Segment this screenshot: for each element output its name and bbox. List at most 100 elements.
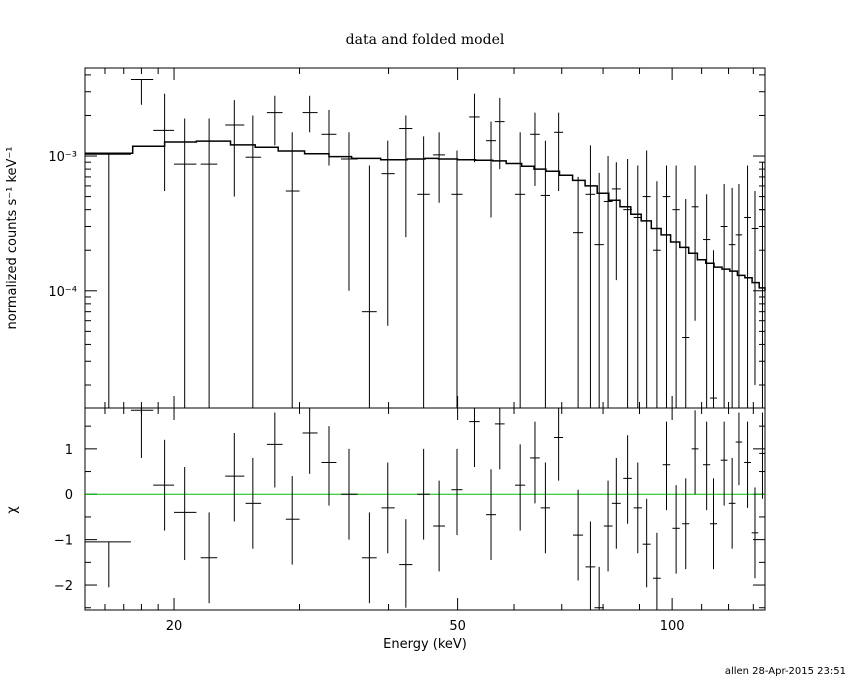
- residual-point: [153, 439, 175, 531]
- data-point: [266, 95, 283, 146]
- data-point: [417, 136, 430, 408]
- data-point: [691, 165, 699, 321]
- data-point: [751, 191, 759, 385]
- residual-point: [603, 480, 613, 572]
- spectrum-y-ticks: 10⁻⁴ 10⁻³: [48, 68, 765, 408]
- x-axis-label: Energy (keV): [383, 637, 467, 652]
- spectrum-panel: 10⁻⁴ 10⁻³ normalized counts s⁻¹ keV⁻¹: [5, 67, 766, 409]
- residual-point: [633, 462, 642, 554]
- data-point: [85, 153, 131, 408]
- residual-point: [662, 421, 671, 511]
- data-point: [611, 162, 621, 281]
- residual-point: [469, 408, 480, 468]
- residual-point: [451, 448, 463, 536]
- residual-ticks: 20 50 100 −2 −1 0 1: [54, 408, 765, 634]
- data-point: [720, 184, 728, 408]
- footer-stamp: allen 28-Apr-2015 23:51: [725, 666, 846, 677]
- residual-point: [720, 421, 728, 506]
- residual-point: [728, 457, 736, 549]
- data-point: [302, 95, 318, 133]
- residual-point: [735, 412, 743, 486]
- residual-point: [611, 457, 621, 549]
- data-point: [652, 181, 661, 408]
- data-point: [245, 115, 262, 408]
- residual-point: [759, 412, 765, 499]
- residual-point: [302, 408, 318, 474]
- data-point: [381, 140, 395, 326]
- data-point: [469, 93, 480, 163]
- data-point: [494, 97, 505, 170]
- residual-point: [554, 408, 564, 481]
- data-point: [573, 176, 584, 408]
- y-tick-label: 1: [65, 443, 73, 458]
- residual-point: [321, 426, 337, 506]
- data-point: [633, 165, 642, 408]
- residual-point: [573, 489, 584, 581]
- residual-point: [285, 476, 300, 565]
- spectrum-panel-frame: [84, 67, 766, 409]
- residual-point: [751, 487, 759, 579]
- residual-point: [691, 410, 699, 495]
- data-point: [174, 118, 197, 408]
- data-point: [744, 165, 751, 408]
- x-tick-label: 100: [660, 619, 685, 634]
- residual-point: [266, 412, 283, 488]
- y-tick-label: −2: [54, 579, 73, 594]
- residual-panel: 20 50 100 −2 −1 0 1 χ Energy (keV): [5, 407, 766, 652]
- residual-point: [494, 408, 505, 470]
- residual-point: [174, 467, 197, 561]
- data-point: [515, 132, 526, 408]
- data-point: [153, 93, 175, 192]
- data-point: [703, 194, 711, 408]
- residual-point: [417, 448, 430, 540]
- model-step-line: [85, 140, 766, 291]
- residual-point: [200, 512, 218, 604]
- data-point: [672, 165, 680, 408]
- model-curve: [85, 140, 766, 291]
- data-point: [361, 165, 377, 408]
- residual-panel-frame: [84, 407, 766, 611]
- y-tick-label: 10⁻⁴: [48, 285, 77, 300]
- data-point: [530, 112, 540, 186]
- data-point: [554, 112, 564, 192]
- residual-point: [744, 421, 751, 508]
- residual-point: [530, 421, 540, 504]
- data-point: [623, 159, 632, 408]
- residual-point: [381, 462, 395, 554]
- residual-point: [623, 435, 632, 524]
- data-point: [321, 109, 337, 166]
- data-points: [85, 78, 765, 408]
- residual-points: [85, 408, 765, 610]
- data-point: [485, 121, 496, 218]
- data-point: [594, 172, 604, 408]
- data-point: [285, 132, 300, 408]
- data-point: [642, 150, 651, 408]
- residual-point: [130, 408, 154, 458]
- data-point: [399, 115, 413, 238]
- data-point: [130, 78, 154, 105]
- residual-point: [361, 512, 377, 604]
- data-point: [451, 150, 463, 408]
- residual-point: [485, 469, 496, 561]
- residual-point: [433, 480, 445, 572]
- residual-point: [340, 448, 358, 540]
- data-point: [225, 100, 245, 197]
- data-point: [433, 132, 445, 203]
- residual-point: [515, 444, 526, 531]
- y-tick-label: −1: [54, 534, 73, 549]
- residual-point: [709, 478, 717, 570]
- x-tick-label: 20: [166, 619, 183, 634]
- residual-point: [540, 462, 551, 554]
- x-tick-label: 50: [449, 619, 466, 634]
- residual-point: [703, 421, 711, 511]
- data-point: [682, 198, 690, 408]
- data-point: [662, 165, 671, 408]
- data-point: [735, 184, 743, 408]
- residual-point: [642, 498, 651, 588]
- residual-point: [245, 457, 262, 549]
- residual-point: [672, 485, 680, 574]
- y-tick-label: 10⁻³: [48, 150, 77, 165]
- spectrum-y-axis-label: normalized counts s⁻¹ keV⁻¹: [5, 147, 20, 330]
- data-point: [759, 162, 765, 408]
